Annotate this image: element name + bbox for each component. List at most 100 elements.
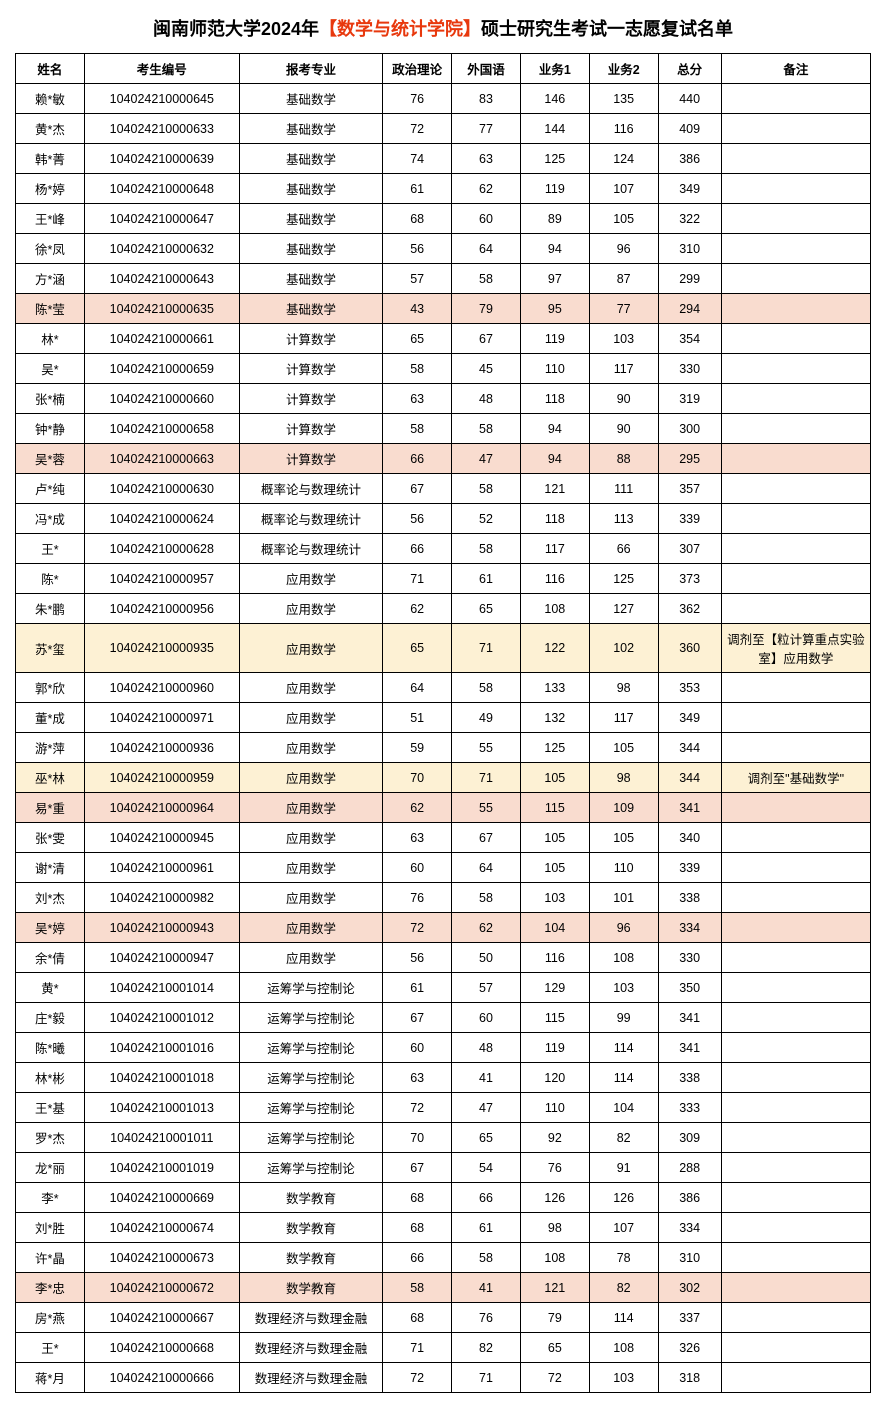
cell-id: 104024210000628 [84, 534, 239, 564]
cell-politics: 64 [383, 673, 452, 703]
cell-note [721, 1363, 870, 1393]
cell-subject1: 115 [520, 793, 589, 823]
cell-id: 104024210000960 [84, 673, 239, 703]
cell-name: 陈*莹 [16, 294, 85, 324]
cell-name: 王*峰 [16, 204, 85, 234]
cell-name: 苏*玺 [16, 624, 85, 673]
table-row: 王*104024210000668数理经济与数理金融718265108326 [16, 1333, 871, 1363]
cell-name: 李* [16, 1183, 85, 1213]
cell-major: 数理经济与数理金融 [239, 1333, 382, 1363]
cell-subject2: 108 [589, 943, 658, 973]
cell-foreign: 41 [452, 1063, 521, 1093]
cell-total: 334 [658, 1213, 721, 1243]
cell-total: 299 [658, 264, 721, 294]
table-row: 王*基104024210001013运筹学与控制论7247110104333 [16, 1093, 871, 1123]
cell-name: 谢*清 [16, 853, 85, 883]
cell-note [721, 1333, 870, 1363]
cell-foreign: 48 [452, 384, 521, 414]
cell-note [721, 1033, 870, 1063]
cell-politics: 57 [383, 264, 452, 294]
cell-subject2: 87 [589, 264, 658, 294]
cell-subject1: 122 [520, 624, 589, 673]
cell-subject1: 105 [520, 853, 589, 883]
cell-id: 104024210000659 [84, 354, 239, 384]
table-row: 许*晶104024210000673数学教育665810878310 [16, 1243, 871, 1273]
cell-name: 张*雯 [16, 823, 85, 853]
cell-name: 卢*纯 [16, 474, 85, 504]
cell-subject1: 116 [520, 943, 589, 973]
cell-name: 王*基 [16, 1093, 85, 1123]
cell-foreign: 47 [452, 1093, 521, 1123]
cell-politics: 74 [383, 144, 452, 174]
cell-id: 104024210000663 [84, 444, 239, 474]
cell-subject1: 125 [520, 733, 589, 763]
cell-subject2: 114 [589, 1063, 658, 1093]
cell-foreign: 60 [452, 204, 521, 234]
cell-id: 104024210000633 [84, 114, 239, 144]
cell-foreign: 49 [452, 703, 521, 733]
cell-subject1: 132 [520, 703, 589, 733]
cell-id: 104024210001018 [84, 1063, 239, 1093]
cell-total: 344 [658, 733, 721, 763]
cell-name: 许*晶 [16, 1243, 85, 1273]
cell-total: 300 [658, 414, 721, 444]
cell-major: 应用数学 [239, 853, 382, 883]
cell-major: 运筹学与控制论 [239, 1093, 382, 1123]
cell-subject1: 79 [520, 1303, 589, 1333]
cell-name: 赖*敏 [16, 84, 85, 114]
cell-foreign: 61 [452, 1213, 521, 1243]
cell-foreign: 45 [452, 354, 521, 384]
cell-total: 288 [658, 1153, 721, 1183]
cell-foreign: 82 [452, 1333, 521, 1363]
cell-note [721, 673, 870, 703]
cell-subject1: 118 [520, 504, 589, 534]
cell-name: 蒋*月 [16, 1363, 85, 1393]
cell-major: 计算数学 [239, 414, 382, 444]
cell-politics: 58 [383, 414, 452, 444]
cell-total: 350 [658, 973, 721, 1003]
cell-total: 349 [658, 174, 721, 204]
cell-subject1: 115 [520, 1003, 589, 1033]
table-row: 谢*清104024210000961应用数学6064105110339 [16, 853, 871, 883]
cell-note [721, 733, 870, 763]
table-row: 陈*莹104024210000635基础数学43799577294 [16, 294, 871, 324]
cell-major: 基础数学 [239, 204, 382, 234]
cell-foreign: 41 [452, 1273, 521, 1303]
cell-total: 339 [658, 504, 721, 534]
cell-subject1: 105 [520, 763, 589, 793]
cell-major: 数学教育 [239, 1273, 382, 1303]
cell-major: 运筹学与控制论 [239, 1123, 382, 1153]
table-row: 方*涵104024210000643基础数学57589787299 [16, 264, 871, 294]
cell-foreign: 67 [452, 324, 521, 354]
cell-id: 104024210000658 [84, 414, 239, 444]
cell-subject2: 135 [589, 84, 658, 114]
cell-total: 360 [658, 624, 721, 673]
cell-subject1: 104 [520, 913, 589, 943]
cell-note [721, 1003, 870, 1033]
cell-foreign: 58 [452, 673, 521, 703]
table-row: 易*重104024210000964应用数学6255115109341 [16, 793, 871, 823]
cell-note: 调剂至"基础数学" [721, 763, 870, 793]
cell-total: 340 [658, 823, 721, 853]
cell-politics: 65 [383, 324, 452, 354]
cell-name: 朱*鹏 [16, 594, 85, 624]
cell-id: 104024210001013 [84, 1093, 239, 1123]
col-total: 总分 [658, 54, 721, 84]
cell-total: 330 [658, 354, 721, 384]
col-politics: 政治理论 [383, 54, 452, 84]
table-row: 朱*鹏104024210000956应用数学6265108127362 [16, 594, 871, 624]
cell-subject1: 144 [520, 114, 589, 144]
cell-note [721, 823, 870, 853]
cell-politics: 67 [383, 1003, 452, 1033]
cell-note [721, 853, 870, 883]
cell-subject1: 105 [520, 823, 589, 853]
cell-id: 104024210000935 [84, 624, 239, 673]
cell-id: 104024210000645 [84, 84, 239, 114]
cell-foreign: 60 [452, 1003, 521, 1033]
cell-name: 吴*婷 [16, 913, 85, 943]
cell-note [721, 793, 870, 823]
cell-foreign: 64 [452, 234, 521, 264]
cell-subject2: 98 [589, 673, 658, 703]
cell-subject2: 96 [589, 234, 658, 264]
cell-subject2: 82 [589, 1273, 658, 1303]
